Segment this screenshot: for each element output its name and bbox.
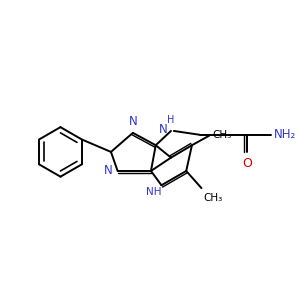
Text: H: H — [167, 115, 175, 125]
Text: N: N — [104, 164, 113, 178]
Text: NH: NH — [146, 187, 162, 197]
Text: NH₂: NH₂ — [274, 128, 296, 141]
Text: CH₃: CH₃ — [212, 130, 231, 140]
Text: N: N — [128, 115, 137, 128]
Text: CH₃: CH₃ — [203, 193, 223, 203]
Text: O: O — [242, 157, 252, 170]
Text: N: N — [158, 122, 167, 136]
